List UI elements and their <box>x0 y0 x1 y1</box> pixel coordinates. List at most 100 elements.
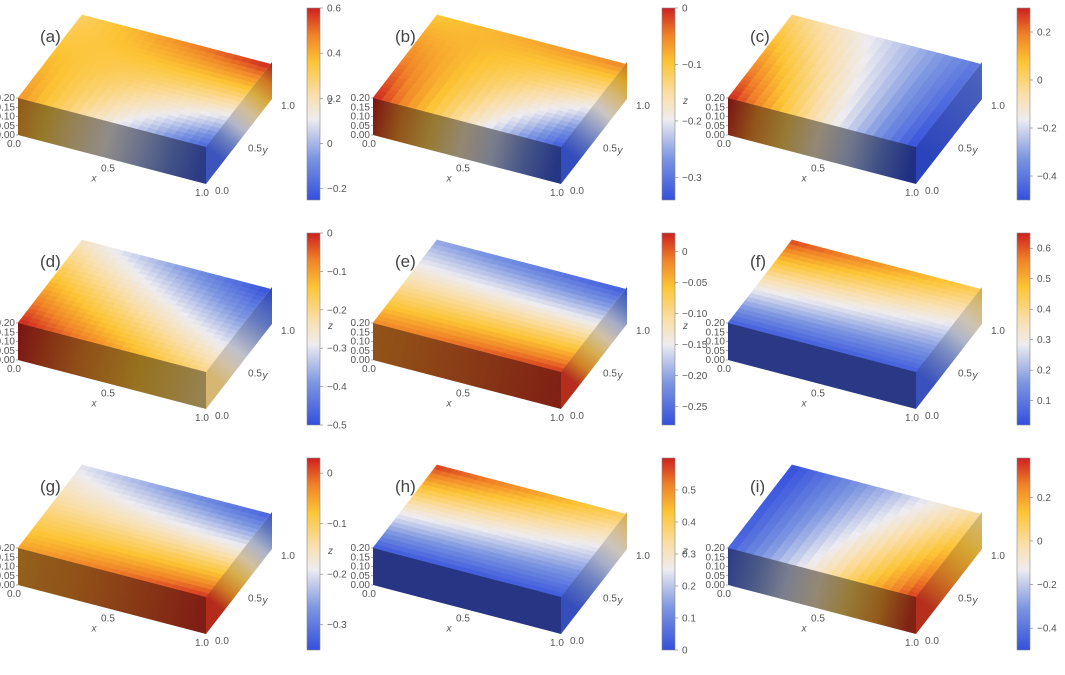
colorbar-tick-label: −0.2 <box>1037 124 1057 135</box>
surface-top <box>372 14 626 148</box>
z-tick-label: 0.20 <box>706 93 726 104</box>
z-tick-label: 0.10 <box>351 112 371 123</box>
surface-cell <box>258 286 271 294</box>
panel-label: (d) <box>40 252 61 271</box>
surface-top <box>17 14 271 148</box>
chart-panel-i: (i) 0.00 0.05 0.10 0.15 0.20 z 0.0 0.5 1.0 x 0.0 0.5… <box>682 450 1065 675</box>
y-tick-label: 1.0 <box>281 551 295 562</box>
y-tick-label: 1.0 <box>991 101 1005 112</box>
chart-svg: (i)0.000.050.100.150.20z0.00.51.0x0.00.5… <box>682 457 1057 651</box>
colorbar-tick-label: −0.3 <box>682 173 702 184</box>
chart-panel-f: (f) 0.00 0.05 0.10 0.15 0.20 z 0.0 0.5 1.0 x 0.0 0.5… <box>682 225 1065 450</box>
z-tick-label: 0.00 <box>706 130 726 141</box>
z-axis-label: z <box>682 321 688 332</box>
chart-panel-a: (a)0.000.050.100.150.20z0.00.51.0x0.00.5… <box>0 0 355 225</box>
x-tick-label: 0.5 <box>811 614 825 625</box>
y-tick-label: 1.0 <box>636 551 650 562</box>
chart-panel-d: (d)0.000.050.100.150.20z0.00.51.0x0.00.5… <box>0 225 355 450</box>
colorbar <box>1016 457 1031 651</box>
colorbar-tick-label: −0.4 <box>1037 172 1057 183</box>
z-tick-label: 0.15 <box>351 327 371 338</box>
y-axis-label: y <box>262 371 269 382</box>
colorbar-tick-label: 0.6 <box>327 4 341 15</box>
surface-top <box>727 14 981 148</box>
x-axis-label: x <box>801 399 808 410</box>
y-axis-label: y <box>262 596 269 607</box>
z-tick-label: 0.05 <box>0 571 15 582</box>
surface-cell <box>968 61 981 69</box>
x-tick-label: 0.0 <box>717 139 731 150</box>
z-tick-label: 0.15 <box>706 552 726 563</box>
y-tick-label: 0.0 <box>215 186 229 197</box>
y-tick-label: 0.5 <box>603 369 617 380</box>
box-right-face <box>916 512 982 634</box>
box-front-face <box>728 98 916 184</box>
y-tick-label: 1.0 <box>281 326 295 337</box>
x-axis-label: x <box>446 174 453 185</box>
z-tick-label: 0.00 <box>351 355 371 366</box>
z-tick-label: 0.20 <box>706 543 726 554</box>
x-axis-label: x <box>446 624 453 635</box>
z-tick-label: 0.00 <box>0 130 15 141</box>
colorbar <box>306 232 321 426</box>
surface-cell <box>613 61 626 69</box>
z-tick-label: 0.15 <box>706 102 726 113</box>
z-tick-label: 0.05 <box>706 571 726 582</box>
z-tick-label: 0.10 <box>706 112 726 123</box>
x-axis-label: x <box>91 174 98 185</box>
z-tick-label: 0.15 <box>0 102 15 113</box>
box-right-face <box>916 62 982 184</box>
y-tick-label: 0.0 <box>570 186 584 197</box>
box-front-face <box>728 548 916 634</box>
y-tick-label: 1.0 <box>636 326 650 337</box>
z-tick-label: 0.10 <box>0 337 15 348</box>
y-tick-label: 0.0 <box>570 411 584 422</box>
z-tick-label: 0.00 <box>706 355 726 366</box>
chart-panel-g: (g)0.000.050.100.150.20z0.00.51.0x0.00.5… <box>0 450 355 675</box>
z-tick-label: 0.15 <box>0 327 15 338</box>
z-axis-label: z <box>682 96 688 107</box>
chart-svg: (c)0.000.050.100.150.20z0.00.51.0x0.00.5… <box>682 7 1057 201</box>
y-axis-label: y <box>617 146 624 157</box>
z-axis-label: z <box>327 96 333 107</box>
colorbar-tick-label: −0.2 <box>682 116 702 127</box>
colorbar-tick-label: −0.2 <box>327 570 347 581</box>
x-tick-label: 0.5 <box>101 389 115 400</box>
colorbar-tick-label: −0.10 <box>682 309 708 320</box>
z-tick-label: 0.10 <box>706 562 726 573</box>
colorbar-tick-label: 0.4 <box>1037 305 1051 316</box>
chart-svg: (a)0.000.050.100.150.20z0.00.51.0x0.00.5… <box>0 4 347 201</box>
y-tick-label: 0.5 <box>248 594 262 605</box>
chart-panel-b: (b) 0.00 0.05 0.10 0.15 0.20 z 0.0 0.5 1.0 x 0.0 0.5… <box>327 0 710 225</box>
chart-panel-e: (e) 0.00 0.05 0.10 0.15 0.20 z 0.0 0.5 1.0 x 0.0 0.5… <box>327 225 710 450</box>
x-tick-label: 0.5 <box>456 389 470 400</box>
x-axis-label: x <box>446 399 453 410</box>
x-tick-label: 1.0 <box>195 638 209 649</box>
panel-label: (g) <box>40 477 61 496</box>
surface-cell <box>613 286 626 294</box>
x-tick-label: 1.0 <box>905 638 919 649</box>
colorbar-tick-label: 0 <box>682 4 688 15</box>
colorbar-tick-label: −0.1 <box>682 60 702 71</box>
chart-svg: (g)0.000.050.100.150.20z0.00.51.0x0.00.5… <box>0 457 347 651</box>
x-tick-label: 1.0 <box>550 188 564 199</box>
colorbar-tick-label: −0.2 <box>327 305 347 316</box>
surface-cell <box>258 511 271 519</box>
colorbar-tick-label: −0.05 <box>682 278 708 289</box>
panel-label: (e) <box>395 252 416 271</box>
z-tick-label: 0.15 <box>351 102 371 113</box>
y-tick-label: 0.5 <box>958 594 972 605</box>
colorbar-tick-label: 0.1 <box>682 614 696 625</box>
y-tick-label: 1.0 <box>636 101 650 112</box>
y-tick-label: 0.5 <box>603 144 617 155</box>
x-tick-label: 0.0 <box>7 589 21 600</box>
colorbar-tick-label: 0 <box>327 229 333 240</box>
z-tick-label: 0.00 <box>0 580 15 591</box>
z-tick-label: 0.15 <box>351 552 371 563</box>
y-tick-label: 1.0 <box>281 101 295 112</box>
panel-label: (b) <box>395 27 416 46</box>
box-right-face <box>916 287 982 409</box>
colorbar-tick-label: −0.3 <box>327 620 347 631</box>
x-tick-label: 0.0 <box>7 364 21 375</box>
